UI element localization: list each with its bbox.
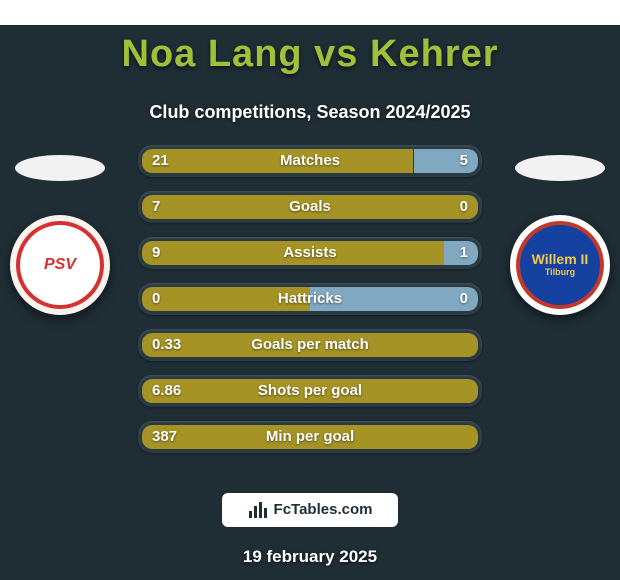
attribution-box: FcTables.com (222, 493, 398, 527)
club-badge-right-label: Willem II Tilburg (516, 221, 604, 309)
stat-row: 0.33Goals per match (138, 329, 482, 361)
stat-value-left: 387 (152, 425, 177, 449)
club-badge-right: Willem II Tilburg (510, 215, 610, 315)
stat-seg-left (142, 195, 478, 219)
stat-seg-left (142, 149, 413, 173)
stat-value-left: 0 (152, 287, 160, 311)
stat-value-right: 5 (460, 149, 468, 173)
stat-row: 215Matches (138, 145, 482, 177)
stat-row: 70Goals (138, 191, 482, 223)
page-title: Noa Lang vs Kehrer (0, 25, 620, 76)
comparison-infographic: Noa Lang vs Kehrer Club competitions, Se… (0, 25, 620, 580)
club-badge-right-sub: Tilburg (532, 268, 589, 278)
stat-seg-left (142, 333, 478, 357)
stat-row: 387Min per goal (138, 421, 482, 453)
stat-value-left: 6.86 (152, 379, 181, 403)
stat-seg-left (142, 241, 444, 265)
club-badge-left: PSV (10, 215, 110, 315)
player-ellipse-right (515, 155, 605, 181)
attribution-text: FcTables.com (274, 501, 373, 518)
player-ellipse-left (15, 155, 105, 181)
stat-seg-right (414, 149, 479, 173)
comparison-stage: PSV Willem II Tilburg 215Matches70Goals9… (0, 145, 620, 475)
stat-value-left: 9 (152, 241, 160, 265)
club-badge-left-label: PSV (16, 221, 104, 309)
stat-row: 6.86Shots per goal (138, 375, 482, 407)
stat-value-left: 21 (152, 149, 169, 173)
stat-seg-left (142, 287, 310, 311)
stat-seg-left (142, 379, 478, 403)
stat-seg-right (310, 287, 478, 311)
stat-value-right: 1 (460, 241, 468, 265)
stat-value-right: 0 (460, 287, 468, 311)
subtitle: Club competitions, Season 2024/2025 (0, 102, 620, 123)
stat-seg-left (142, 425, 478, 449)
club-badge-right-text: Willem II (532, 252, 589, 267)
stat-value-left: 0.33 (152, 333, 181, 357)
stat-row: 00Hattricks (138, 283, 482, 315)
stat-value-left: 7 (152, 195, 160, 219)
stat-value-right: 0 (460, 195, 468, 219)
date-text: 19 february 2025 (0, 547, 620, 567)
stat-row: 91Assists (138, 237, 482, 269)
bars-icon (248, 501, 268, 519)
comparison-bars: 215Matches70Goals91Assists00Hattricks0.3… (138, 145, 482, 467)
